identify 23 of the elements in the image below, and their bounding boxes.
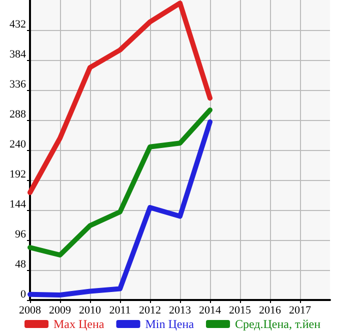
legend-label: Min Цена [145, 317, 195, 331]
y-tick-label: 384 [10, 48, 26, 60]
x-tick-label: 2013 [169, 304, 192, 316]
x-tick-label: 2015 [229, 304, 252, 316]
y-tick-label: 96 [15, 228, 26, 240]
y-tick-label: 432 [10, 18, 26, 30]
x-tick-label: 2014 [199, 304, 222, 316]
x-tick-label: 2011 [109, 304, 131, 316]
x-tick-label: 2017 [289, 304, 312, 316]
y-tick-label: 0 [20, 288, 26, 300]
x-tick-label: 2016 [259, 304, 282, 316]
y-tick-label: 48 [15, 258, 26, 270]
x-tick-label: 2008 [19, 304, 42, 316]
y-tick-label: 336 [10, 78, 26, 90]
legend-label: Сред.Цена, т.йен [234, 317, 322, 331]
y-tick-label: 192 [10, 168, 26, 180]
x-tick-label: 2009 [49, 304, 72, 316]
legend-label: Max Цена [53, 317, 105, 331]
y-tick-label: 144 [10, 198, 26, 210]
x-tick-label: 2012 [139, 304, 161, 316]
y-tick-label: 240 [10, 138, 26, 150]
x-tick-label: 2010 [79, 304, 102, 316]
y-tick-label: 288 [10, 108, 26, 120]
